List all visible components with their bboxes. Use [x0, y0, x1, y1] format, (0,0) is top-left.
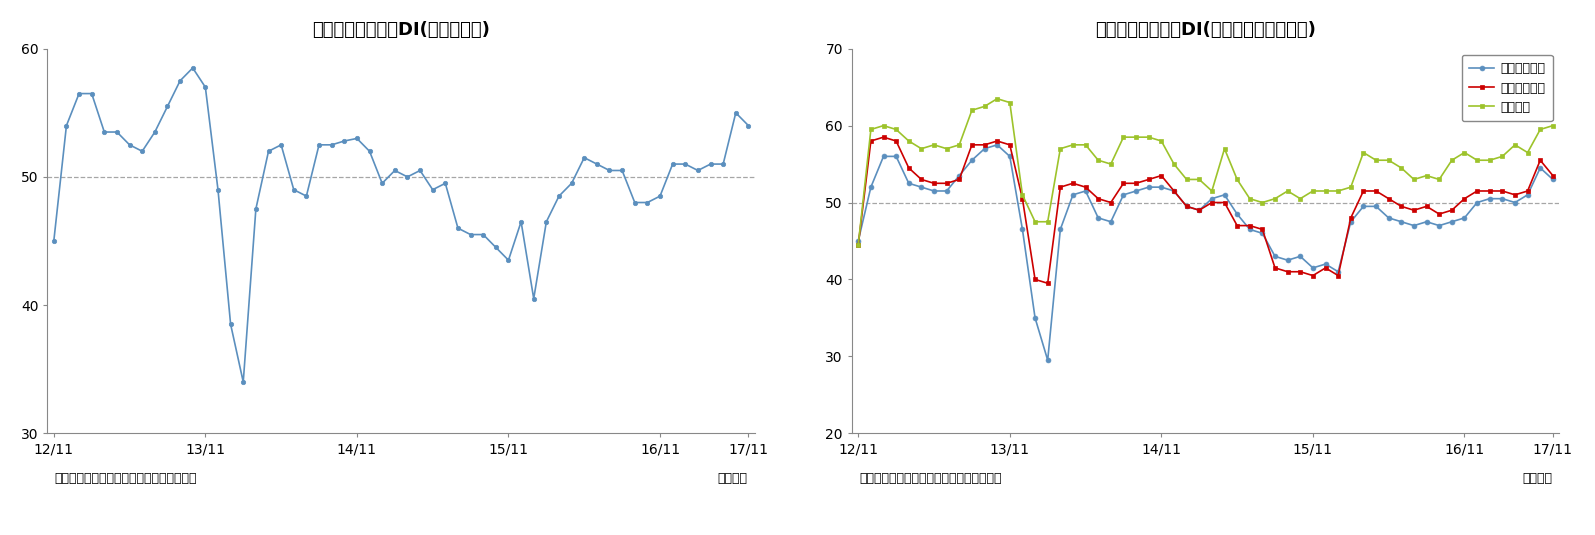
企業動向関連	[849, 242, 868, 248]
企業動向関連	[861, 138, 880, 144]
Legend: 家計動向関連, 企業動向関連, 雇用関連: 家計動向関連, 企業動向関連, 雇用関連	[1461, 55, 1554, 121]
雇用関連	[1316, 188, 1335, 194]
Text: （月次）: （月次）	[1522, 472, 1552, 485]
雇用関連	[1113, 134, 1132, 140]
企業動向関連	[874, 134, 893, 140]
企業動向関連	[1038, 280, 1057, 286]
雇用関連	[861, 126, 880, 133]
家計動向関連	[849, 238, 868, 244]
Line: 家計動向関連: 家計動向関連	[857, 142, 1555, 363]
雇用関連	[1544, 123, 1563, 129]
家計動向関連	[1038, 357, 1057, 363]
Title: 景気の先行き判断DI(分野別、季節調整値): 景気の先行き判断DI(分野別、季節調整値)	[1096, 21, 1316, 39]
家計動向関連	[861, 184, 880, 190]
雇用関連	[1392, 165, 1412, 171]
Text: （資料）内閣府「景気ウォッチャー調査」: （資料）内閣府「景気ウォッチャー調査」	[860, 472, 1002, 485]
Title: 景気の先行き判断DI(季節調整値): 景気の先行き判断DI(季節調整値)	[313, 21, 490, 39]
雇用関連	[849, 242, 868, 248]
企業動向関連	[1303, 272, 1322, 279]
雇用関連	[1290, 195, 1309, 202]
雇用関連	[1252, 200, 1271, 206]
家計動向関連	[987, 142, 1006, 148]
企業動向関連	[1329, 272, 1348, 279]
家計動向関連	[1126, 188, 1145, 194]
企業動向関連	[1126, 180, 1145, 187]
家計動向関連	[1303, 265, 1322, 271]
家計動向関連	[1265, 253, 1284, 259]
雇用関連	[987, 95, 1006, 102]
家計動向関連	[1404, 223, 1423, 229]
Text: （資料）内閣府「景気ウォッチャー調査」: （資料）内閣府「景気ウォッチャー調査」	[54, 472, 198, 485]
家計動向関連	[1329, 269, 1348, 275]
企業動向関連	[1404, 207, 1423, 213]
家計動向関連	[1544, 176, 1563, 182]
企業動向関連	[1265, 265, 1284, 271]
Text: （月次）: （月次）	[718, 472, 748, 485]
Line: 雇用関連: 雇用関連	[857, 96, 1555, 247]
Line: 企業動向関連: 企業動向関連	[857, 135, 1555, 286]
企業動向関連	[1544, 172, 1563, 179]
